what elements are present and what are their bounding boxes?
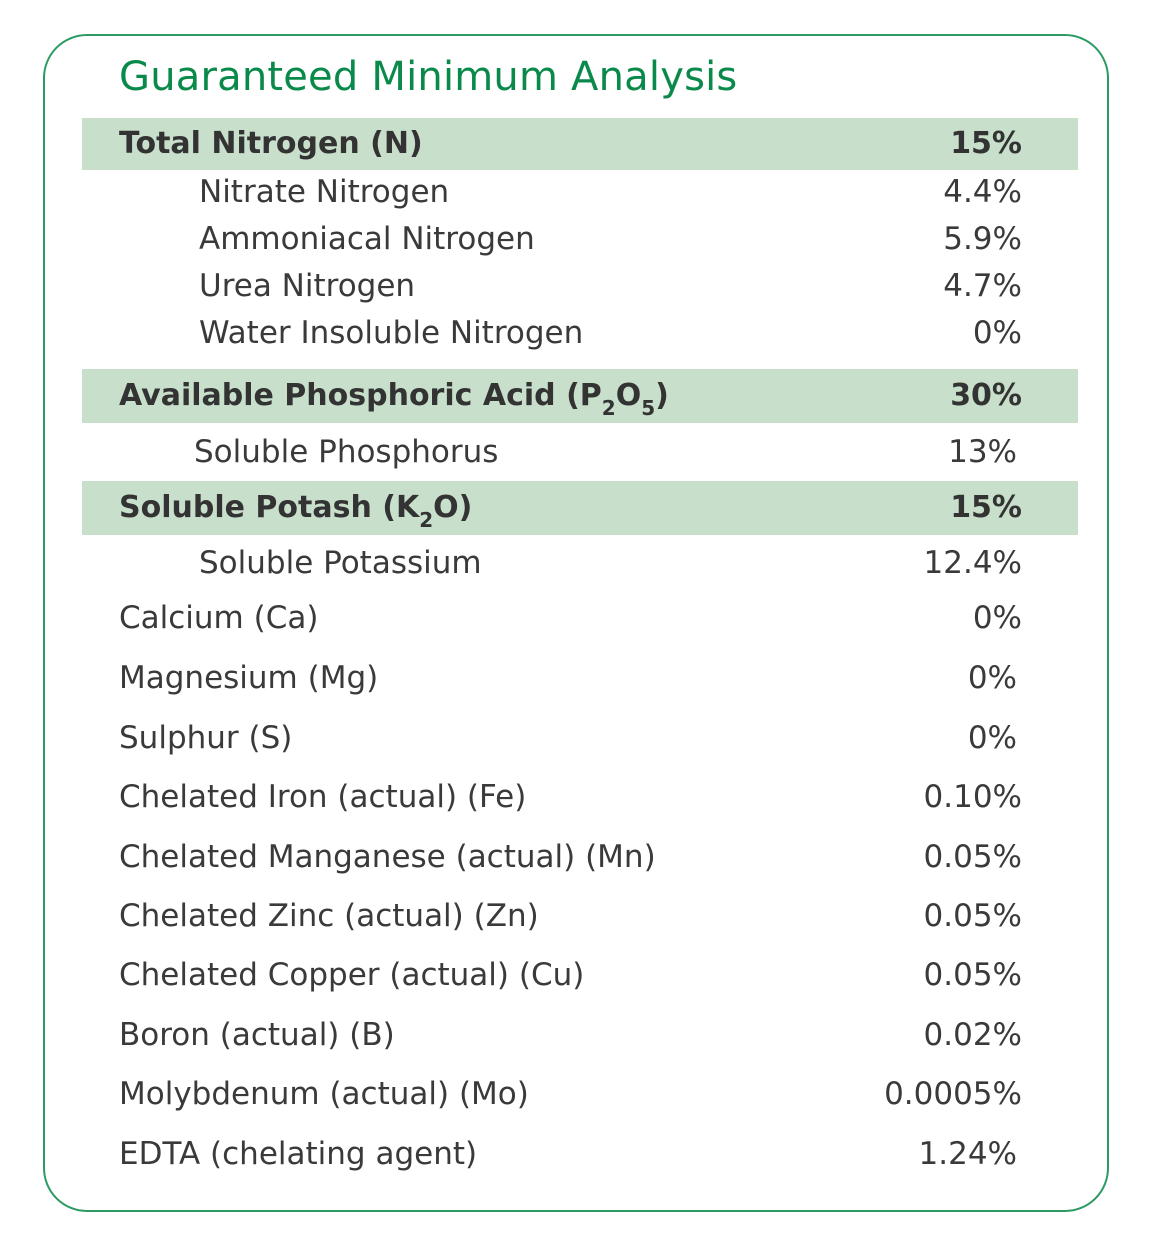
nutrient-label: Chelated Copper (actual) (Cu)	[119, 957, 585, 993]
nutrient-label: Sulphur (S)	[119, 720, 293, 756]
nutrient-label: Boron (actual) (B)	[119, 1017, 395, 1053]
table-row-chelated-copper: Chelated Copper (actual) (Cu) 0.05%	[0, 951, 1156, 999]
table-row-nitrate-nitrogen: Nitrate Nitrogen 4.4%	[0, 168, 1156, 216]
nutrient-value: 5.9%	[943, 221, 1022, 257]
nutrient-value: 0.05%	[923, 957, 1022, 993]
table-row-available-phosphoric-acid: Available Phosphoric Acid (P2O5) 30%	[0, 372, 1156, 420]
analysis-card	[43, 34, 1109, 1212]
nutrient-label: Soluble Phosphorus	[194, 434, 499, 470]
nutrient-value: 0%	[967, 660, 1017, 696]
table-row-total-nitrogen: Total Nitrogen (N) 15%	[0, 120, 1156, 168]
nutrient-value: 0%	[967, 720, 1017, 756]
nutrient-value: 0.02%	[923, 1017, 1022, 1053]
nutrient-label: Nitrate Nitrogen	[199, 174, 450, 210]
nutrient-value: 13%	[948, 434, 1017, 470]
nutrient-label: Chelated Manganese (actual) (Mn)	[119, 839, 656, 875]
nutrient-label: Magnesium (Mg)	[119, 660, 379, 696]
table-row-soluble-potassium: Soluble Potassium 12.4%	[0, 539, 1156, 587]
nutrient-label: Calcium (Ca)	[119, 600, 319, 636]
nutrient-label: Chelated Iron (actual) (Fe)	[119, 779, 527, 815]
nutrient-value: 0.05%	[923, 898, 1022, 934]
table-row-soluble-potash: Soluble Potash (K2O) 15%	[0, 484, 1156, 532]
nutrient-label: Urea Nitrogen	[199, 268, 416, 304]
nutrient-label: Molybdenum (actual) (Mo)	[119, 1076, 529, 1112]
table-row-sulphur: Sulphur (S) 0%	[0, 714, 1156, 762]
table-row-edta: EDTA (chelating agent) 1.24%	[0, 1130, 1156, 1178]
nutrient-value: 0.0005%	[884, 1076, 1022, 1112]
table-row-magnesium: Magnesium (Mg) 0%	[0, 654, 1156, 702]
nutrient-value: 1.24%	[918, 1136, 1017, 1172]
potash-band	[82, 481, 1078, 535]
nutrient-label: Soluble Potassium	[199, 545, 482, 581]
table-row-chelated-manganese: Chelated Manganese (actual) (Mn) 0.05%	[0, 833, 1156, 881]
nutrient-value: 15%	[950, 490, 1022, 525]
nutrient-label: Available Phosphoric Acid (P2O5)	[119, 378, 669, 420]
table-row-urea-nitrogen: Urea Nitrogen 4.7%	[0, 262, 1156, 310]
table-row-calcium: Calcium (Ca) 0%	[0, 594, 1156, 642]
nutrient-label: Soluble Potash (K2O)	[119, 490, 473, 532]
nutrient-value: 4.4%	[943, 174, 1022, 210]
table-row-boron: Boron (actual) (B) 0.02%	[0, 1011, 1156, 1059]
table-row-water-insoluble-nitrogen: Water Insoluble Nitrogen 0%	[0, 309, 1156, 357]
nutrient-label: Chelated Zinc (actual) (Zn)	[119, 898, 539, 934]
table-row-molybdenum: Molybdenum (actual) (Mo) 0.0005%	[0, 1070, 1156, 1118]
nutrient-value: 0%	[972, 315, 1022, 351]
table-row-soluble-phosphorus: Soluble Phosphorus 13%	[0, 428, 1156, 476]
nutrient-value: 0%	[972, 600, 1022, 636]
nutrient-value: 15%	[950, 126, 1022, 161]
nutrient-value: 30%	[950, 378, 1022, 413]
table-row-ammoniacal-nitrogen: Ammoniacal Nitrogen 5.9%	[0, 215, 1156, 263]
phosphoric-band	[82, 369, 1078, 423]
nutrient-value: 0.05%	[923, 839, 1022, 875]
table-row-chelated-zinc: Chelated Zinc (actual) (Zn) 0.05%	[0, 892, 1156, 940]
page-title: Guaranteed Minimum Analysis	[119, 54, 738, 100]
nutrient-value: 0.10%	[923, 779, 1022, 815]
nutrient-value: 4.7%	[943, 268, 1022, 304]
nutrient-value: 12.4%	[923, 545, 1022, 581]
nutrient-label: EDTA (chelating agent)	[119, 1136, 478, 1172]
nutrient-label: Ammoniacal Nitrogen	[199, 221, 535, 257]
nutrient-label: Total Nitrogen (N)	[119, 126, 423, 161]
nutrient-label: Water Insoluble Nitrogen	[199, 315, 584, 351]
nitrogen-band	[82, 118, 1078, 170]
table-row-chelated-iron: Chelated Iron (actual) (Fe) 0.10%	[0, 773, 1156, 821]
